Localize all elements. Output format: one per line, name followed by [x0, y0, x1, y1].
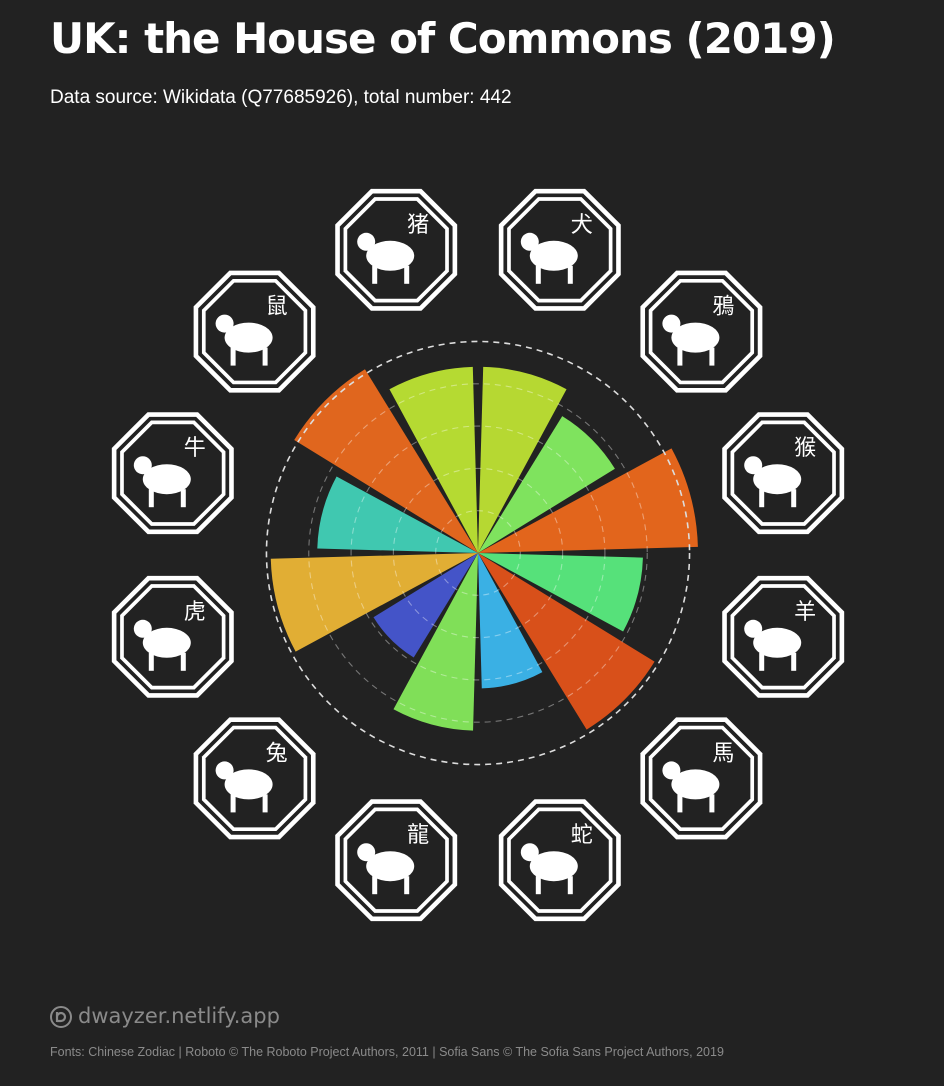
ring-10 — [435, 510, 521, 596]
ring-20 — [392, 467, 564, 639]
tiger-icon-leg — [180, 652, 186, 671]
snake-icon-head — [520, 843, 539, 862]
horse-icon-head — [662, 761, 681, 780]
badge-glyph-pig: 猪 — [407, 213, 429, 238]
pig-icon-leg — [404, 265, 410, 284]
link-icon — [50, 1006, 72, 1028]
wedge-dog — [478, 366, 567, 553]
rabbit-icon-head — [215, 761, 234, 780]
ring-40 — [308, 383, 648, 723]
horse-icon-leg — [709, 794, 715, 813]
wedge-tiger — [270, 553, 478, 652]
badge-glyph-ox: 牛 — [184, 436, 206, 461]
rabbit-icon — [224, 769, 273, 800]
badge-glyph-snake: 蛇 — [571, 823, 593, 848]
wedge-snake — [478, 553, 543, 689]
rat-icon-leg — [230, 347, 236, 366]
wedge-rooster — [478, 416, 615, 553]
snake-icon-leg — [567, 876, 573, 895]
footer-credits: Fonts: Chinese Zodiac | Roboto © The Rob… — [50, 1045, 724, 1059]
chart-subtitle: Data source: Wikidata (Q77685926), total… — [50, 87, 512, 108]
tiger-icon-head — [133, 619, 152, 638]
badge-glyph-rabbit: 兔 — [266, 741, 288, 766]
wedge-monkey — [478, 448, 698, 553]
badge-snake: 蛇 — [498, 799, 621, 922]
monkey-icon — [753, 464, 802, 495]
badge-glyph-monkey: 猴 — [794, 436, 816, 461]
monkey-icon-leg — [791, 489, 797, 508]
ox-icon-leg — [148, 489, 154, 508]
goat-icon-leg — [759, 652, 765, 671]
rabbit-icon-leg — [230, 794, 236, 813]
ring-30 — [350, 425, 606, 681]
badge-monkey: 猴 — [722, 412, 845, 535]
rooster-icon — [671, 322, 720, 353]
dragon-icon-head — [357, 843, 376, 862]
dragon-icon-leg — [372, 876, 378, 895]
dog-icon-head — [520, 232, 539, 251]
badge-glyph-goat: 羊 — [794, 600, 816, 625]
wedge-rabbit — [373, 553, 478, 658]
dragon-icon-leg — [404, 876, 410, 895]
chart-title: UK: the House of Commons (2019) — [50, 14, 836, 63]
pig-icon-head — [357, 232, 376, 251]
rat-icon-leg — [262, 347, 268, 366]
pig-icon-leg — [372, 265, 378, 284]
tiger-icon-leg — [148, 652, 154, 671]
rooster-icon-head — [662, 314, 681, 333]
ox-icon — [142, 464, 191, 495]
snake-icon-leg — [535, 876, 541, 895]
horse-icon-leg — [677, 794, 683, 813]
wedge-rat — [294, 369, 478, 553]
tiger-icon — [142, 627, 191, 658]
wedge-pig — [389, 366, 478, 553]
badge-dragon: 龍 — [335, 799, 458, 922]
monkey-icon-leg — [759, 489, 765, 508]
dog-icon-leg — [535, 265, 541, 284]
ring-group — [265, 340, 691, 766]
badge-glyph-tiger: 虎 — [184, 600, 206, 625]
pig-icon — [366, 240, 415, 271]
goat-icon — [753, 627, 802, 658]
rat-icon-head — [215, 314, 234, 333]
badge-goat: 羊 — [722, 575, 845, 698]
wedge-horse — [478, 553, 655, 730]
badge-ox: 牛 — [111, 412, 234, 535]
dog-icon-leg — [567, 265, 573, 284]
badge-horse: 馬 — [640, 717, 763, 840]
badge-dog: 犬 — [498, 188, 621, 311]
rooster-icon-leg — [709, 347, 715, 366]
badge-tiger: 虎 — [111, 575, 234, 698]
wedge-goat — [478, 553, 643, 632]
badge-rat: 鼠 — [193, 270, 316, 393]
ox-icon-head — [133, 456, 152, 475]
dog-icon — [529, 240, 578, 271]
wedge-ox — [317, 476, 478, 553]
horse-icon — [671, 769, 720, 800]
snake-icon — [529, 851, 578, 882]
badge-glyph-dragon: 龍 — [407, 823, 429, 848]
footer-site-link[interactable]: dwayzer.netlify.app — [78, 1004, 280, 1028]
badge-pig: 猪 — [335, 188, 458, 311]
wedge-group — [270, 366, 698, 731]
rat-icon — [224, 322, 273, 353]
rooster-icon-leg — [677, 347, 683, 366]
ring-50 — [265, 340, 691, 766]
badge-rooster: 鴉 — [640, 270, 763, 393]
badge-glyph-rat: 鼠 — [266, 295, 288, 320]
rabbit-icon-leg — [262, 794, 268, 813]
goat-icon-leg — [791, 652, 797, 671]
wedge-dragon — [393, 553, 478, 731]
monkey-icon-head — [744, 456, 763, 475]
ox-icon-leg — [180, 489, 186, 508]
badge-glyph-horse: 馬 — [712, 741, 734, 766]
badge-rabbit: 兔 — [193, 717, 316, 840]
goat-icon-head — [744, 619, 763, 638]
dragon-icon — [366, 851, 415, 882]
badge-glyph-rooster: 鴉 — [712, 295, 734, 320]
badge-glyph-dog: 犬 — [571, 213, 593, 238]
